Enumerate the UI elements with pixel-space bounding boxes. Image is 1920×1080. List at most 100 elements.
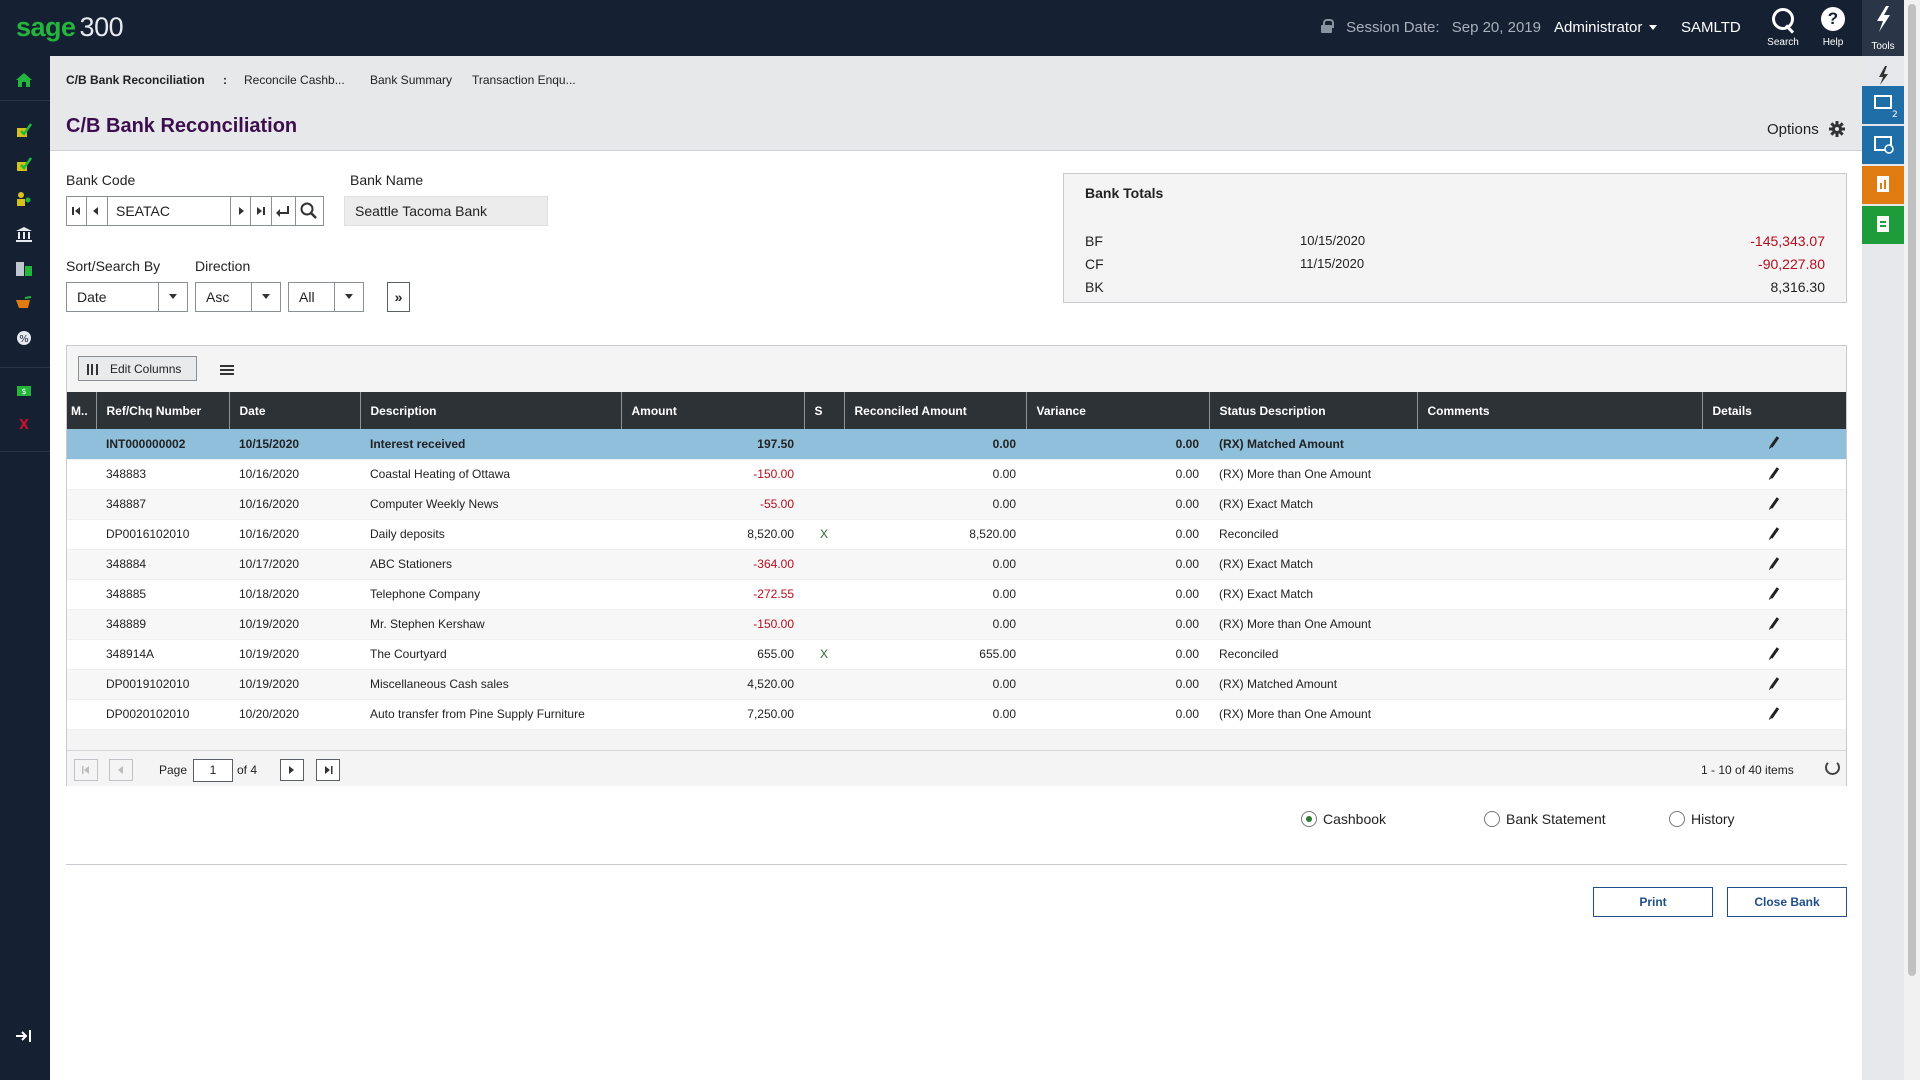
previous-page-button[interactable] <box>109 759 133 781</box>
user-menu[interactable]: Administrator <box>1554 19 1658 36</box>
company-name[interactable]: SAMLTD <box>1681 19 1741 36</box>
cell-comments[interactable] <box>1417 549 1702 580</box>
refresh-icon[interactable] <box>1825 760 1840 775</box>
search-button[interactable]: Search <box>1761 6 1805 48</box>
filter-select[interactable]: All <box>288 282 364 312</box>
percent-icon[interactable]: % <box>15 330 33 346</box>
help-button[interactable]: Help <box>1811 6 1855 48</box>
bank-code-input[interactable]: SEATAC <box>108 196 230 226</box>
table-row[interactable]: DP0019102010 10/19/2020 Miscellaneous Cash… <box>67 669 1846 700</box>
column-header[interactable]: Ref/Chq Number <box>96 392 230 429</box>
column-header[interactable]: Date <box>229 392 361 429</box>
column-header[interactable]: Variance <box>1026 392 1210 429</box>
home-icon[interactable] <box>15 72 33 88</box>
table-row[interactable]: INT000000002 10/15/2020 Interest received 1… <box>67 429 1846 460</box>
lightning-icon[interactable] <box>1862 56 1904 94</box>
users-icon[interactable] <box>15 191 33 207</box>
pencil-icon[interactable] <box>1769 616 1779 629</box>
table-row[interactable]: 348883 10/16/2020 Coastal Heating of Ottaw… <box>67 459 1846 490</box>
breadcrumb-bank-summary[interactable]: Bank Summary <box>370 73 453 87</box>
pencil-icon[interactable] <box>1769 706 1779 719</box>
scrollbar-thumb[interactable] <box>1908 4 1916 976</box>
print-button[interactable]: Print <box>1593 887 1713 917</box>
edit-columns-button[interactable]: Edit Columns <box>78 356 197 381</box>
pencil-icon[interactable] <box>1769 496 1779 509</box>
cell-status-flag: X <box>804 639 844 670</box>
close-bank-button[interactable]: Close Bank <box>1727 887 1847 917</box>
finder-search-button[interactable] <box>296 196 324 226</box>
page-number-input[interactable]: 1 <box>193 759 233 782</box>
column-header[interactable]: Reconciled Amount <box>844 392 1027 429</box>
pencil-icon[interactable] <box>1769 676 1779 689</box>
pencil-icon[interactable] <box>1769 646 1779 659</box>
cell-status-description: (RX) Exact Match <box>1209 549 1417 580</box>
column-header[interactable]: Status Description <box>1209 392 1418 429</box>
last-record-button[interactable] <box>251 196 272 226</box>
cell-comments[interactable] <box>1417 489 1702 520</box>
column-header[interactable]: Amount <box>621 392 805 429</box>
cell-comments[interactable] <box>1417 639 1702 670</box>
cell-comments[interactable] <box>1417 699 1702 730</box>
first-record-button[interactable] <box>66 196 87 226</box>
table-row[interactable]: 348884 10/17/2020 ABC Stationers -364.00 0.0… <box>67 549 1846 580</box>
collapse-rail-icon[interactable] <box>15 1028 33 1044</box>
last-page-button[interactable] <box>316 759 340 781</box>
column-header[interactable]: M.. <box>67 392 97 429</box>
cell-comments[interactable] <box>1417 519 1702 550</box>
pencil-icon[interactable] <box>1769 526 1779 539</box>
table-row[interactable]: 348885 10/18/2020 Telephone Company -272.55… <box>67 579 1846 610</box>
excel-icon[interactable]: X <box>15 416 33 432</box>
table-row[interactable]: 348887 10/16/2020 Computer Weekly News -55.… <box>67 489 1846 520</box>
bank-icon[interactable] <box>15 226 33 242</box>
tools-button[interactable]: Tools <box>1862 0 1904 56</box>
first-page-button[interactable] <box>74 759 98 781</box>
cell-reconciled-amount: 0.00 <box>844 459 1026 490</box>
breadcrumb-current[interactable]: C/B Bank Reconciliation <box>66 73 205 87</box>
cell-amount: 197.50 <box>621 429 804 460</box>
cell-comments[interactable] <box>1417 459 1702 490</box>
sage-logo[interactable]: sage 300 <box>16 12 124 43</box>
radio-bank-statement[interactable]: Bank Statement <box>1484 811 1606 827</box>
radio-history[interactable]: History <box>1669 811 1735 827</box>
direction-select[interactable]: Asc <box>195 282 281 312</box>
pencil-icon[interactable] <box>1769 436 1779 449</box>
column-header[interactable]: Details <box>1702 392 1846 429</box>
pencil-icon[interactable] <box>1769 586 1779 599</box>
next-record-button[interactable] <box>230 196 251 226</box>
page-scrollbar[interactable] <box>1904 0 1920 1080</box>
session-date[interactable]: Session Date: Sep 20, 2019 <box>1321 19 1541 36</box>
breadcrumb-reconcile-cashbook[interactable]: Reconcile Cashb... <box>244 73 345 87</box>
column-header[interactable]: S <box>804 392 845 429</box>
screen-widget-button[interactable] <box>1862 126 1904 164</box>
column-header[interactable]: Comments <box>1417 392 1703 429</box>
cell-comments[interactable] <box>1417 609 1702 640</box>
pencil-icon[interactable] <box>1769 466 1779 479</box>
reports-icon[interactable] <box>15 261 33 277</box>
bank-services-icon[interactable] <box>15 156 33 172</box>
payroll-icon[interactable]: $ <box>15 382 33 398</box>
cart-icon[interactable] <box>15 296 33 312</box>
grid-menu-icon[interactable] <box>220 365 234 367</box>
breadcrumb-transaction-enquiry[interactable]: Transaction Enqu... <box>472 73 576 87</box>
table-row[interactable]: DP0016102010 10/16/2020 Daily deposits 8,52… <box>67 519 1846 550</box>
go-button[interactable]: » <box>387 282 410 312</box>
sort-by-select[interactable]: Date <box>66 282 188 312</box>
options-button[interactable]: Options <box>1767 121 1845 138</box>
new-record-button[interactable] <box>272 196 296 226</box>
next-page-button[interactable] <box>280 759 304 781</box>
column-header[interactable]: Description <box>360 392 622 429</box>
cell-comments[interactable] <box>1417 669 1702 700</box>
windows-widget-button[interactable]: 2 <box>1862 86 1904 124</box>
cell-comments[interactable] <box>1417 429 1702 460</box>
totals-code: CF <box>1085 256 1104 272</box>
report-widget-button[interactable] <box>1862 166 1904 204</box>
pencil-icon[interactable] <box>1769 556 1779 569</box>
table-row[interactable]: 348914A 10/19/2020 The Courtyard 655.00 X 655… <box>67 639 1846 670</box>
general-ledger-icon[interactable] <box>15 122 33 138</box>
table-row[interactable]: 348889 10/19/2020 Mr. Stephen Kershaw -150.… <box>67 609 1846 640</box>
radio-cashbook[interactable]: Cashbook <box>1301 811 1386 827</box>
cell-comments[interactable] <box>1417 579 1702 610</box>
table-row[interactable]: DP0020102010 10/20/2020 Auto transfer from… <box>67 699 1846 730</box>
previous-record-button[interactable] <box>87 196 108 226</box>
document-widget-button[interactable] <box>1862 206 1904 244</box>
